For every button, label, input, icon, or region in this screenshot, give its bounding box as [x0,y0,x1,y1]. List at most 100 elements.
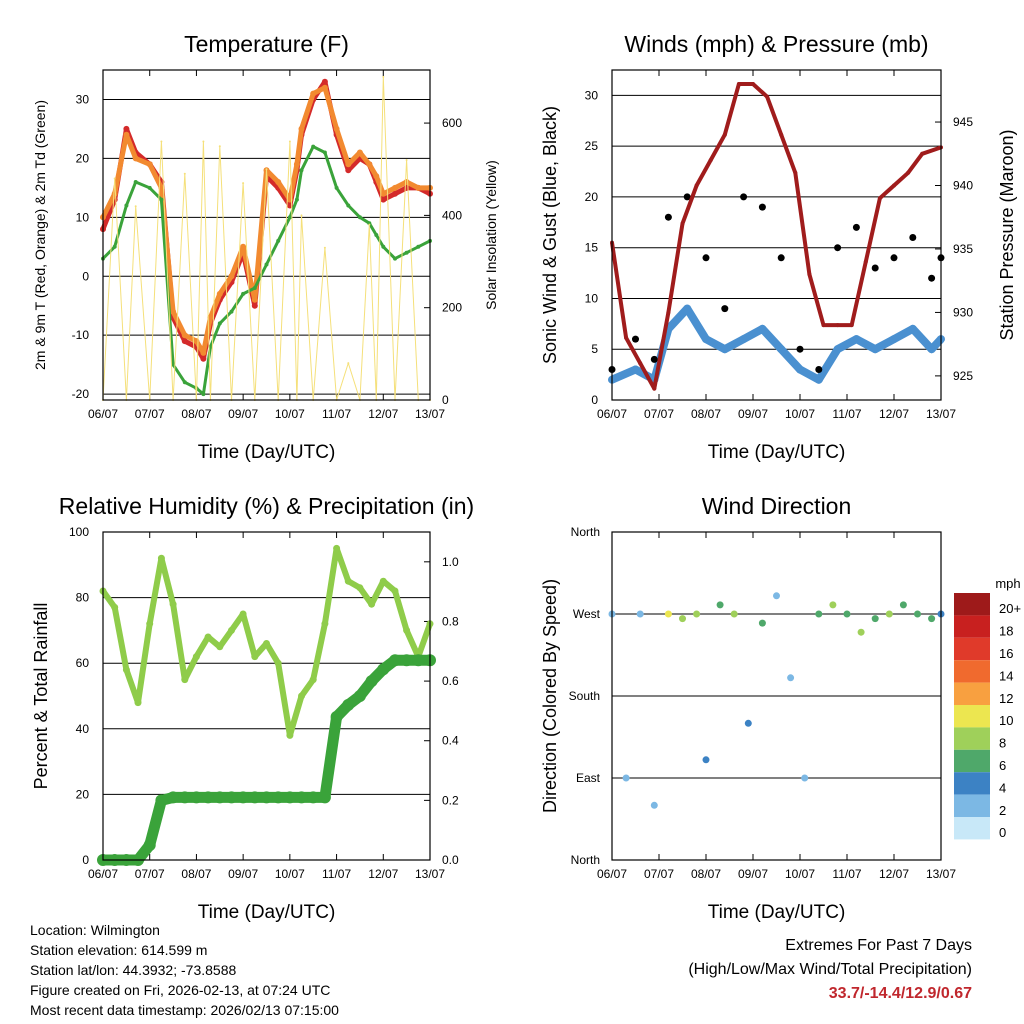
y-tick-label: North [571,525,600,539]
x-tick-label: 06/07 [597,407,627,421]
colorbar-swatch [954,660,990,683]
data-point [415,184,422,191]
data-point [143,839,156,852]
x-tick-label: 09/07 [228,407,258,421]
y-tick-label: 0 [82,269,89,283]
y2-tick-label: 0.4 [442,734,459,748]
data-point [403,179,410,185]
series-line-solar-insolation [102,76,431,401]
data-point [111,190,118,197]
colorbar-label: 6 [999,758,1006,773]
data-point [321,620,329,628]
data-point [773,592,780,600]
data-point [702,335,710,344]
data-point [758,324,767,333]
data-point [294,197,299,202]
data-point [801,774,809,782]
chart-title: Wind Direction [702,493,852,519]
data-point [251,296,258,303]
data-point [368,600,376,608]
data-point [240,243,247,250]
x-tick-label: 10/07 [275,867,305,881]
series-line-total-precipitation [97,654,436,866]
colorbar-label: 20+ [999,601,1021,616]
data-point [852,335,861,344]
data-point [666,310,671,315]
data-point [777,345,786,354]
data-point [287,215,292,220]
data-point [758,203,766,211]
data-point [216,290,223,297]
data-point [702,756,710,764]
data-point [920,151,925,156]
data-point [204,633,212,641]
data-point [132,155,139,162]
y-axis-label: Direction (Colored By Speed) [540,579,560,813]
data-point [906,170,911,175]
data-point [391,587,399,595]
data-point [181,332,188,339]
data-point [321,78,328,85]
data-point [155,794,168,807]
data-point [252,286,257,290]
data-point [815,610,823,618]
data-point [382,75,385,78]
y2-tick-label: 0 [442,393,449,407]
y-tick-label: 40 [76,722,90,736]
x-tick-label: 11/07 [322,407,351,421]
data-point [274,659,282,667]
y2-axis-label: Solar Insolation (Yellow) [483,160,499,310]
data-point [181,338,188,345]
data-point [207,314,214,321]
data-point [181,676,189,684]
y-tick-label: 0 [82,853,89,867]
data-point [323,246,326,249]
data-point [344,577,352,585]
data-point [178,791,191,804]
data-point [857,628,865,636]
data-point [758,619,766,627]
data-point [393,256,397,261]
data-point [374,233,379,237]
data-point [400,654,413,667]
data-point [890,335,898,344]
plot-frame [102,531,431,861]
data-point [852,223,860,231]
data-point [796,345,804,353]
x-tick-label: 10/07 [785,867,815,881]
y2-tick-label: 200 [442,301,462,315]
data-point [237,791,250,804]
x-tick-label: 08/07 [691,407,721,421]
data-point [914,610,921,618]
chart-panel-3: Relative Humidity (%) & Precipitation (i… [31,493,474,923]
colorbar-label: 2 [999,803,1006,818]
data-point [679,615,686,623]
x-axis-label: Time (Day/UTC) [708,442,846,463]
data-point [225,791,238,804]
data-point [683,304,692,313]
data-point [200,355,207,362]
x-tick-label: 10/07 [785,407,815,421]
colorbar-swatch [954,817,990,840]
data-point [389,654,401,667]
data-point [622,774,630,782]
data-point [286,731,294,739]
data-point [720,345,729,354]
x-tick-label: 12/07 [368,867,398,881]
data-point [877,196,882,201]
x-tick-label: 09/07 [738,867,768,881]
x-tick-label: 07/07 [644,867,674,881]
data-point [146,161,153,168]
y-tick-label: West [573,607,601,621]
data-point [298,692,305,700]
data-point [264,262,269,267]
data-point [248,791,261,804]
data-point [334,185,339,190]
data-point [871,615,879,623]
data-point [200,349,207,356]
x-tick-label: 11/07 [832,407,861,421]
colorbar-swatch [954,637,990,661]
data-point [380,190,387,197]
y-tick-label: 100 [69,525,89,539]
colorbar-label: 16 [999,646,1013,661]
